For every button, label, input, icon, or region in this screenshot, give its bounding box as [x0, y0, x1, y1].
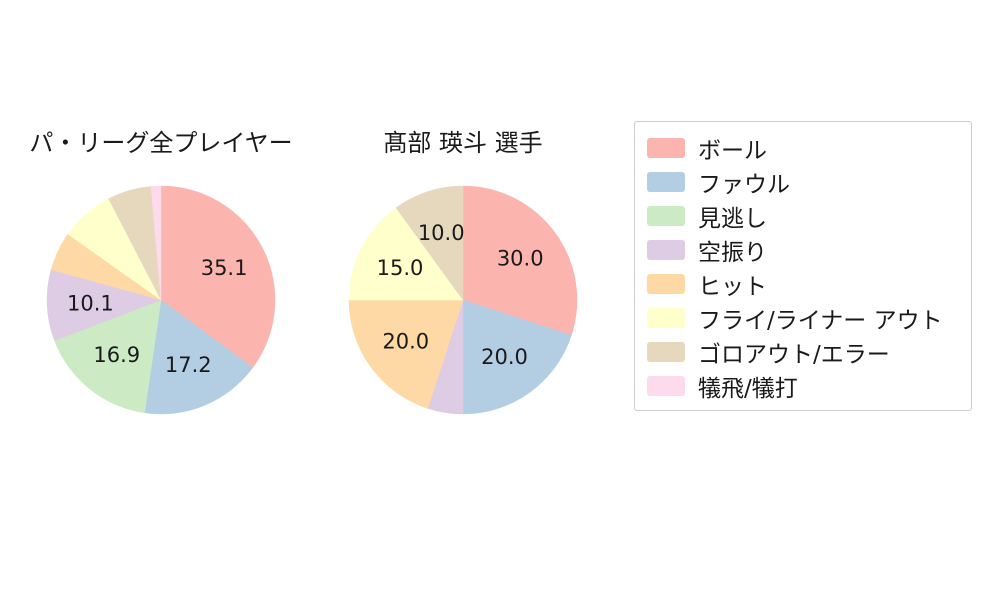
- legend-label: フライ/ライナー アウト: [698, 308, 943, 334]
- legend-swatch: [647, 138, 685, 158]
- legend-item: 空振り: [647, 233, 971, 267]
- legend-swatch: [647, 274, 685, 294]
- legend-label: ファウル: [698, 172, 790, 198]
- legend-item: ヒット: [647, 267, 971, 301]
- legend-item: ボール: [647, 131, 971, 165]
- legend-item: フライ/ライナー アウト: [647, 301, 971, 335]
- pie-slice-label: 20.0: [382, 330, 429, 354]
- pie-slice: [462, 299, 572, 415]
- legend-item: 見逃し: [647, 199, 971, 233]
- left-pie-chart: 35.1 17.2 16.9 10.1: [46, 185, 276, 415]
- legend-label: ヒット: [698, 274, 767, 300]
- legend-item: 犠飛/犠打: [647, 369, 971, 403]
- left-pie-title: パ・リーグ全プレイヤー: [29, 129, 293, 157]
- legend-label: 見逃し: [698, 206, 767, 232]
- legend-swatch: [647, 342, 685, 362]
- right-pie-chart: 30.0 20.0 20.0 15.0 10.0: [348, 185, 578, 415]
- legend-label: 空振り: [698, 240, 767, 266]
- legend-item: ゴロアウト/エラー: [647, 335, 971, 369]
- pie-slice: [54, 299, 162, 414]
- pie-slice-label: 10.0: [418, 221, 465, 245]
- legend-swatch: [647, 206, 685, 226]
- pie-slice-label: 10.1: [67, 291, 114, 315]
- pie-slice: [160, 185, 276, 368]
- pie-slice: [46, 269, 162, 341]
- pie-slice-label: 16.9: [93, 343, 140, 367]
- legend-swatch: [647, 376, 685, 396]
- legend-swatch: [647, 308, 685, 328]
- legend-label: ゴロアウト/エラー: [698, 342, 890, 368]
- pie-slice-label: 15.0: [377, 256, 424, 280]
- right-pie-title: 髙部 瑛斗 選手: [383, 129, 543, 157]
- legend-swatch: [647, 172, 685, 192]
- pie-slice: [462, 185, 578, 336]
- pie-slice: [348, 299, 464, 409]
- legend-label: 犠飛/犠打: [698, 376, 798, 402]
- pie-slice-label: 20.0: [481, 345, 528, 369]
- pie-slice-label: 35.1: [201, 256, 248, 280]
- legend-label: ボール: [698, 138, 767, 164]
- pie-slice: [395, 185, 464, 301]
- legend-swatch: [647, 240, 685, 260]
- pie-slice: [150, 185, 162, 301]
- legend-item: ファウル: [647, 165, 971, 199]
- pie-slice-label: 30.0: [497, 247, 544, 271]
- legend: ボール ファウル 見逃し 空振り ヒット フライ/ライナー アウト ゴロアウト/…: [634, 121, 972, 411]
- pie-slice: [348, 207, 464, 301]
- pie-slice: [144, 299, 254, 415]
- pie-slice-label: 17.2: [165, 353, 212, 377]
